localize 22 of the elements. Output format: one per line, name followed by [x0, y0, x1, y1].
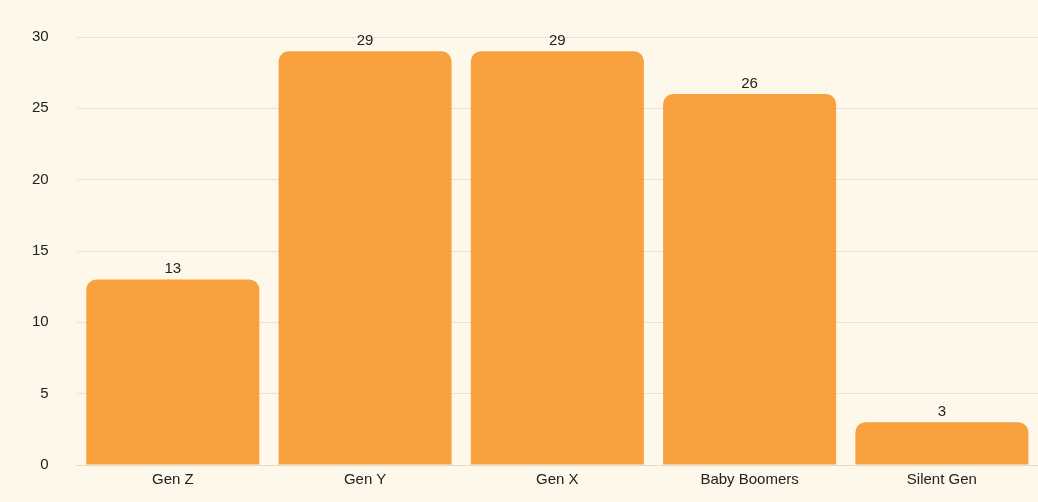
bar	[663, 94, 837, 465]
y-tick-label: 25	[32, 98, 49, 116]
y-tick-label: 5	[40, 383, 49, 401]
y-tick-label: 15	[32, 241, 49, 259]
y-tick-label: 10	[32, 312, 49, 330]
y-tick-label: 30	[32, 27, 49, 45]
bar	[278, 51, 452, 465]
x-tick-label: Gen Z	[151, 470, 194, 488]
y-tick-label: 20	[32, 169, 49, 187]
data-label: 26	[741, 73, 758, 91]
x-tick-label: Silent Gen	[906, 470, 977, 488]
data-label: 29	[549, 30, 566, 48]
x-tick-label: Baby Boomers	[700, 470, 799, 488]
data-label: 29	[356, 30, 374, 48]
data-label: 13	[164, 259, 182, 277]
bar	[470, 51, 644, 465]
bar	[86, 279, 260, 465]
x-tick-label: Gen X	[536, 470, 579, 488]
y-tick-label: 0	[40, 455, 49, 473]
x-tick-label: Gen Y	[343, 470, 387, 488]
bar	[855, 422, 1029, 465]
data-label: 3	[937, 401, 947, 419]
